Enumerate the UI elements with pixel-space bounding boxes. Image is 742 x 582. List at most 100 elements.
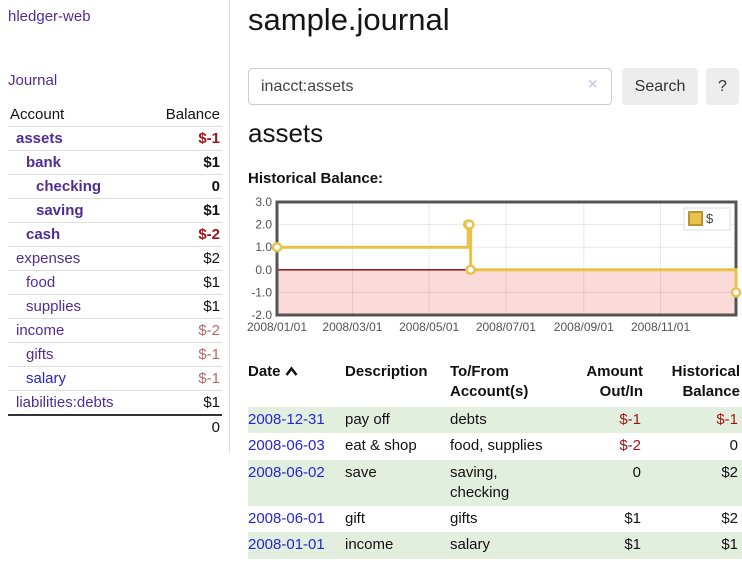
sidebar-account-salary[interactable]: salary bbox=[26, 370, 67, 387]
account-name-cell: checking bbox=[8, 174, 147, 199]
account-balance: $-1 bbox=[146, 126, 222, 151]
chart-title: Historical Balance: bbox=[248, 170, 384, 187]
plot-border bbox=[275, 200, 738, 317]
account-balance: 0 bbox=[146, 174, 222, 199]
accounts-col-balance: Balance bbox=[165, 106, 220, 123]
sidebar-account-liabilities-debts[interactable]: liabilities:debts bbox=[16, 394, 114, 411]
register-row: 2008-06-02 save saving, checking 0 $2 bbox=[248, 459, 742, 507]
txn-date-cell: 2008-06-02 bbox=[248, 460, 345, 507]
y-tick-label: -1.0 bbox=[251, 285, 272, 299]
y-tick-label: 3.0 bbox=[255, 195, 272, 209]
register-col-date[interactable]: Date bbox=[248, 360, 345, 407]
accounts-col-account: Account bbox=[10, 106, 65, 123]
sidebar-account-supplies[interactable]: supplies bbox=[26, 298, 82, 315]
account-balance: $-1 bbox=[146, 342, 222, 367]
account-name-cell: bank bbox=[8, 150, 147, 175]
sidebar: hledger-web Journal Account Balance asse… bbox=[0, 0, 230, 453]
sidebar-account-bank[interactable]: bank bbox=[26, 154, 62, 171]
account-balance: $1 bbox=[146, 198, 222, 223]
txn-date-link[interactable]: 2008-06-03 bbox=[248, 437, 325, 455]
txn-date-cell: 2008-06-03 bbox=[248, 433, 345, 459]
page-title: sample.journal bbox=[248, 2, 450, 37]
account-name-cell: saving bbox=[8, 198, 147, 223]
register-col-to-from-account-s-: To/From Account(s) bbox=[450, 363, 529, 400]
sidebar-account-income[interactable]: income bbox=[16, 322, 65, 339]
register-row: 2008-06-01 gift gifts $1 $2 bbox=[248, 506, 742, 532]
sidebar-account-expenses[interactable]: expenses bbox=[16, 250, 81, 267]
txn-accounts: saving, checking bbox=[450, 463, 510, 501]
accounts-table: Account Balance assets $-1 bank $1 checking 0… bbox=[8, 103, 222, 439]
account-row: gifts $-1 bbox=[8, 342, 222, 367]
txn-balance: $2 bbox=[721, 510, 738, 527]
app-title-link[interactable]: hledger-web bbox=[8, 8, 91, 25]
accounts-total: 0 bbox=[146, 414, 222, 439]
txn-date-link[interactable]: 2008-12-31 bbox=[248, 411, 325, 428]
txn-date-cell: 2008-06-01 bbox=[248, 506, 345, 532]
txn-date-link[interactable]: 2008-06-02 bbox=[248, 463, 325, 481]
sidebar-account-food[interactable]: food bbox=[26, 274, 56, 291]
account-name-cell: cash bbox=[8, 222, 147, 247]
legend-label: $ bbox=[706, 211, 714, 226]
txn-description: eat & shop bbox=[345, 437, 417, 455]
account-balance: $1 bbox=[146, 150, 222, 175]
account-name-cell: gifts bbox=[8, 342, 147, 367]
register-row: 2008-01-01 income salary $1 $1 bbox=[248, 532, 742, 559]
account-row: assets $-1 bbox=[8, 126, 222, 151]
account-row: bank $1 bbox=[8, 150, 222, 175]
y-tick-label: 0.0 bbox=[255, 263, 272, 277]
account-row: income $-2 bbox=[8, 318, 222, 343]
txn-description: pay off bbox=[345, 411, 390, 428]
account-balance: $-1 bbox=[146, 366, 222, 391]
register-col-historical-balance: Historical Balance bbox=[671, 363, 740, 400]
negative-region bbox=[277, 269, 736, 315]
txn-amount: $1 bbox=[624, 536, 641, 554]
data-point-marker[interactable] bbox=[465, 264, 476, 276]
sidebar-account-checking[interactable]: checking bbox=[36, 178, 102, 195]
clear-search-icon[interactable]: × bbox=[588, 76, 598, 93]
account-balance: $-2 bbox=[146, 222, 222, 247]
txn-date-link[interactable]: 2008-06-01 bbox=[248, 510, 325, 527]
account-row: supplies $1 bbox=[8, 294, 222, 319]
account-row: salary $-1 bbox=[8, 366, 222, 391]
help-button[interactable]: ? bbox=[706, 68, 739, 105]
txn-accounts: debts bbox=[450, 411, 487, 428]
data-point-marker[interactable] bbox=[730, 287, 742, 298]
account-name-cell: supplies bbox=[8, 294, 147, 319]
account-row: liabilities:debts $1 bbox=[8, 390, 222, 415]
account-name-cell: income bbox=[8, 318, 147, 343]
txn-accounts: food, supplies bbox=[450, 437, 543, 455]
y-tick-label: 2.0 bbox=[255, 218, 272, 232]
register-row: 2008-06-03 eat & shop food, supplies $-2 0 bbox=[248, 433, 742, 459]
txn-date-cell: 2008-01-01 bbox=[248, 532, 345, 558]
search-input[interactable] bbox=[248, 68, 612, 105]
sidebar-account-saving[interactable]: saving bbox=[36, 202, 84, 219]
account-name-cell: liabilities:debts bbox=[8, 390, 147, 415]
x-tick-label: 2008/09/01 bbox=[554, 320, 614, 334]
account-balance: $1 bbox=[146, 294, 222, 319]
sidebar-account-assets[interactable]: assets bbox=[16, 130, 63, 147]
y-tick-label: 1.0 bbox=[255, 240, 272, 254]
account-name-cell: salary bbox=[8, 366, 147, 391]
x-tick-label: 2008/11/01 bbox=[631, 320, 690, 334]
legend-swatch bbox=[688, 211, 703, 226]
register-table: Date Description To/From Account(s) Amount … bbox=[248, 360, 742, 559]
account-row: saving $1 bbox=[8, 198, 222, 223]
data-point-marker[interactable] bbox=[271, 241, 283, 253]
y-tick-label: -2.0 bbox=[251, 308, 272, 322]
data-point-marker[interactable] bbox=[464, 219, 475, 230]
txn-amount: 0 bbox=[632, 463, 641, 481]
x-tick-label: 2008/07/01 bbox=[476, 320, 536, 334]
txn-description: gift bbox=[345, 510, 366, 527]
sidebar-account-cash[interactable]: cash bbox=[26, 226, 61, 243]
sidebar-account-gifts[interactable]: gifts bbox=[26, 346, 54, 363]
account-balance: $1 bbox=[146, 270, 222, 295]
txn-balance: $2 bbox=[721, 463, 738, 481]
account-name-cell: expenses bbox=[8, 246, 147, 271]
txn-date-link[interactable]: 2008-01-01 bbox=[248, 536, 325, 554]
account-balance: $1 bbox=[146, 390, 222, 415]
search-button[interactable]: Search bbox=[622, 68, 698, 105]
nav-journal-link[interactable]: Journal bbox=[8, 72, 58, 89]
main-content: sample.journal × Search ? assets Histori… bbox=[246, 0, 742, 582]
